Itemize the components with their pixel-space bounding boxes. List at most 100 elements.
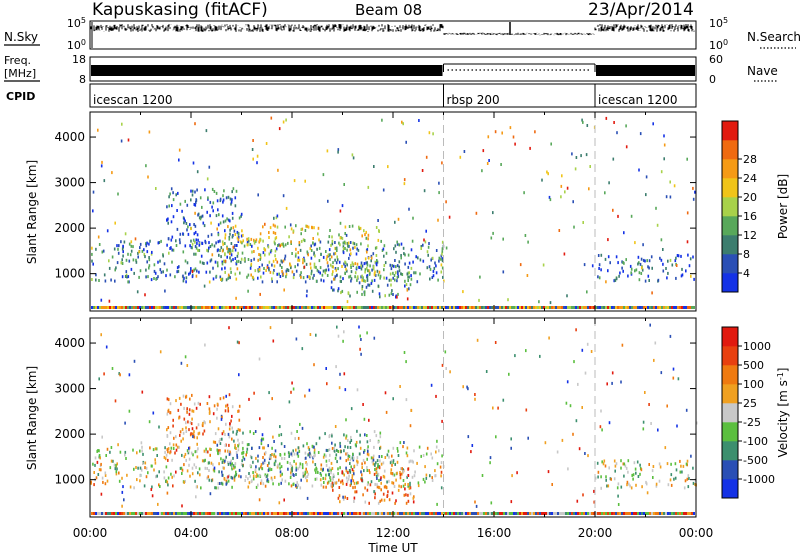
echo-cell <box>295 247 297 251</box>
echo-cell <box>219 482 221 485</box>
echo-cell <box>391 306 393 309</box>
echo-cell <box>313 451 316 455</box>
echo-cell <box>615 255 618 259</box>
echo-cell <box>551 306 553 309</box>
echo-cell <box>285 275 287 279</box>
echo-cell <box>287 512 289 515</box>
echo-cell <box>207 475 210 479</box>
echo-cell <box>553 512 555 515</box>
echo-cell <box>409 484 411 488</box>
echo-cell <box>649 512 651 515</box>
echo-cell <box>263 452 266 456</box>
echo-cell <box>407 306 409 309</box>
echo-cell <box>210 221 212 225</box>
echo-cell <box>306 275 309 279</box>
echo-cell <box>362 458 365 462</box>
echo-cell <box>276 225 279 229</box>
echo-cell <box>224 233 227 237</box>
echo-cell <box>266 264 269 268</box>
echo-cell <box>181 306 183 309</box>
echo-cell <box>569 404 572 408</box>
echo-cell <box>559 512 561 515</box>
echo-cell <box>208 407 211 411</box>
echo-cell <box>366 434 368 437</box>
echo-cell <box>390 459 393 463</box>
echo-cell <box>361 287 363 291</box>
echo-cell <box>156 454 158 457</box>
echo-cell <box>653 358 655 362</box>
echo-cell <box>635 268 638 272</box>
echo-cell <box>643 306 645 309</box>
echo-cell <box>147 306 149 309</box>
echo-cell <box>217 451 219 455</box>
echo-cell <box>133 486 135 490</box>
echo-cell <box>353 512 355 515</box>
echo-cell <box>227 407 229 410</box>
echo-cell <box>479 275 481 279</box>
echo-cell <box>523 306 525 309</box>
echo-cell <box>295 306 297 309</box>
echo-cell <box>336 249 338 252</box>
echo-cell <box>238 341 240 345</box>
echo-cell <box>346 497 349 500</box>
echo-cell <box>187 420 189 424</box>
echo-cell <box>396 295 398 299</box>
echo-cell <box>224 259 227 263</box>
echo-cell <box>289 306 291 309</box>
echo-cell <box>299 512 301 515</box>
echo-cell <box>213 404 216 408</box>
echo-cell <box>411 306 413 309</box>
echo-cell <box>616 486 619 490</box>
echo-cell <box>237 235 240 239</box>
echo-cell <box>348 244 350 248</box>
echo-cell <box>280 259 283 263</box>
echo-cell <box>279 474 282 478</box>
echo-cell <box>262 456 264 459</box>
echo-cell <box>335 247 337 251</box>
echo-cell <box>336 258 339 262</box>
echo-cell <box>162 254 164 258</box>
echo-cell <box>186 410 188 414</box>
echo-cell <box>676 424 678 428</box>
echo-cell <box>366 278 369 282</box>
echo-cell <box>259 239 261 243</box>
echo-cell <box>441 512 443 515</box>
echo-cell <box>167 221 169 225</box>
echo-cell <box>598 267 600 270</box>
echo-cell <box>313 306 315 309</box>
echo-cell <box>251 306 253 309</box>
echo-cell <box>268 461 270 465</box>
echo-cell <box>322 485 325 489</box>
echo-cell <box>187 232 190 236</box>
echo-cell <box>586 124 589 127</box>
echo-cell <box>503 306 505 309</box>
echo-cell <box>332 288 334 292</box>
echo-cell <box>258 253 260 256</box>
colorbar-tick-label: 24 <box>743 172 757 185</box>
echo-cell <box>279 306 281 309</box>
echo-cell <box>222 200 224 204</box>
echo-cell <box>451 306 453 309</box>
echo-cell <box>186 261 189 265</box>
echo-cell <box>229 232 231 236</box>
echo-cell <box>150 252 153 256</box>
echo-cell <box>341 471 343 475</box>
echo-cell <box>435 306 437 309</box>
echo-cell <box>137 251 139 255</box>
echo-cell <box>440 470 443 474</box>
echo-cell <box>212 266 214 270</box>
echo-cell <box>297 512 299 515</box>
echo-cell <box>133 467 135 471</box>
echo-cell <box>430 383 433 387</box>
echo-cell <box>411 459 413 463</box>
echo-cell <box>388 479 390 483</box>
echo-cell <box>351 153 354 157</box>
echo-cell <box>176 227 179 231</box>
echo-cell <box>103 179 106 183</box>
echo-cell <box>377 238 380 242</box>
echo-cell <box>550 142 552 146</box>
echo-cell <box>303 239 306 243</box>
echo-cell <box>191 246 193 250</box>
colorbar-swatch <box>722 178 738 198</box>
echo-cell <box>191 466 194 470</box>
